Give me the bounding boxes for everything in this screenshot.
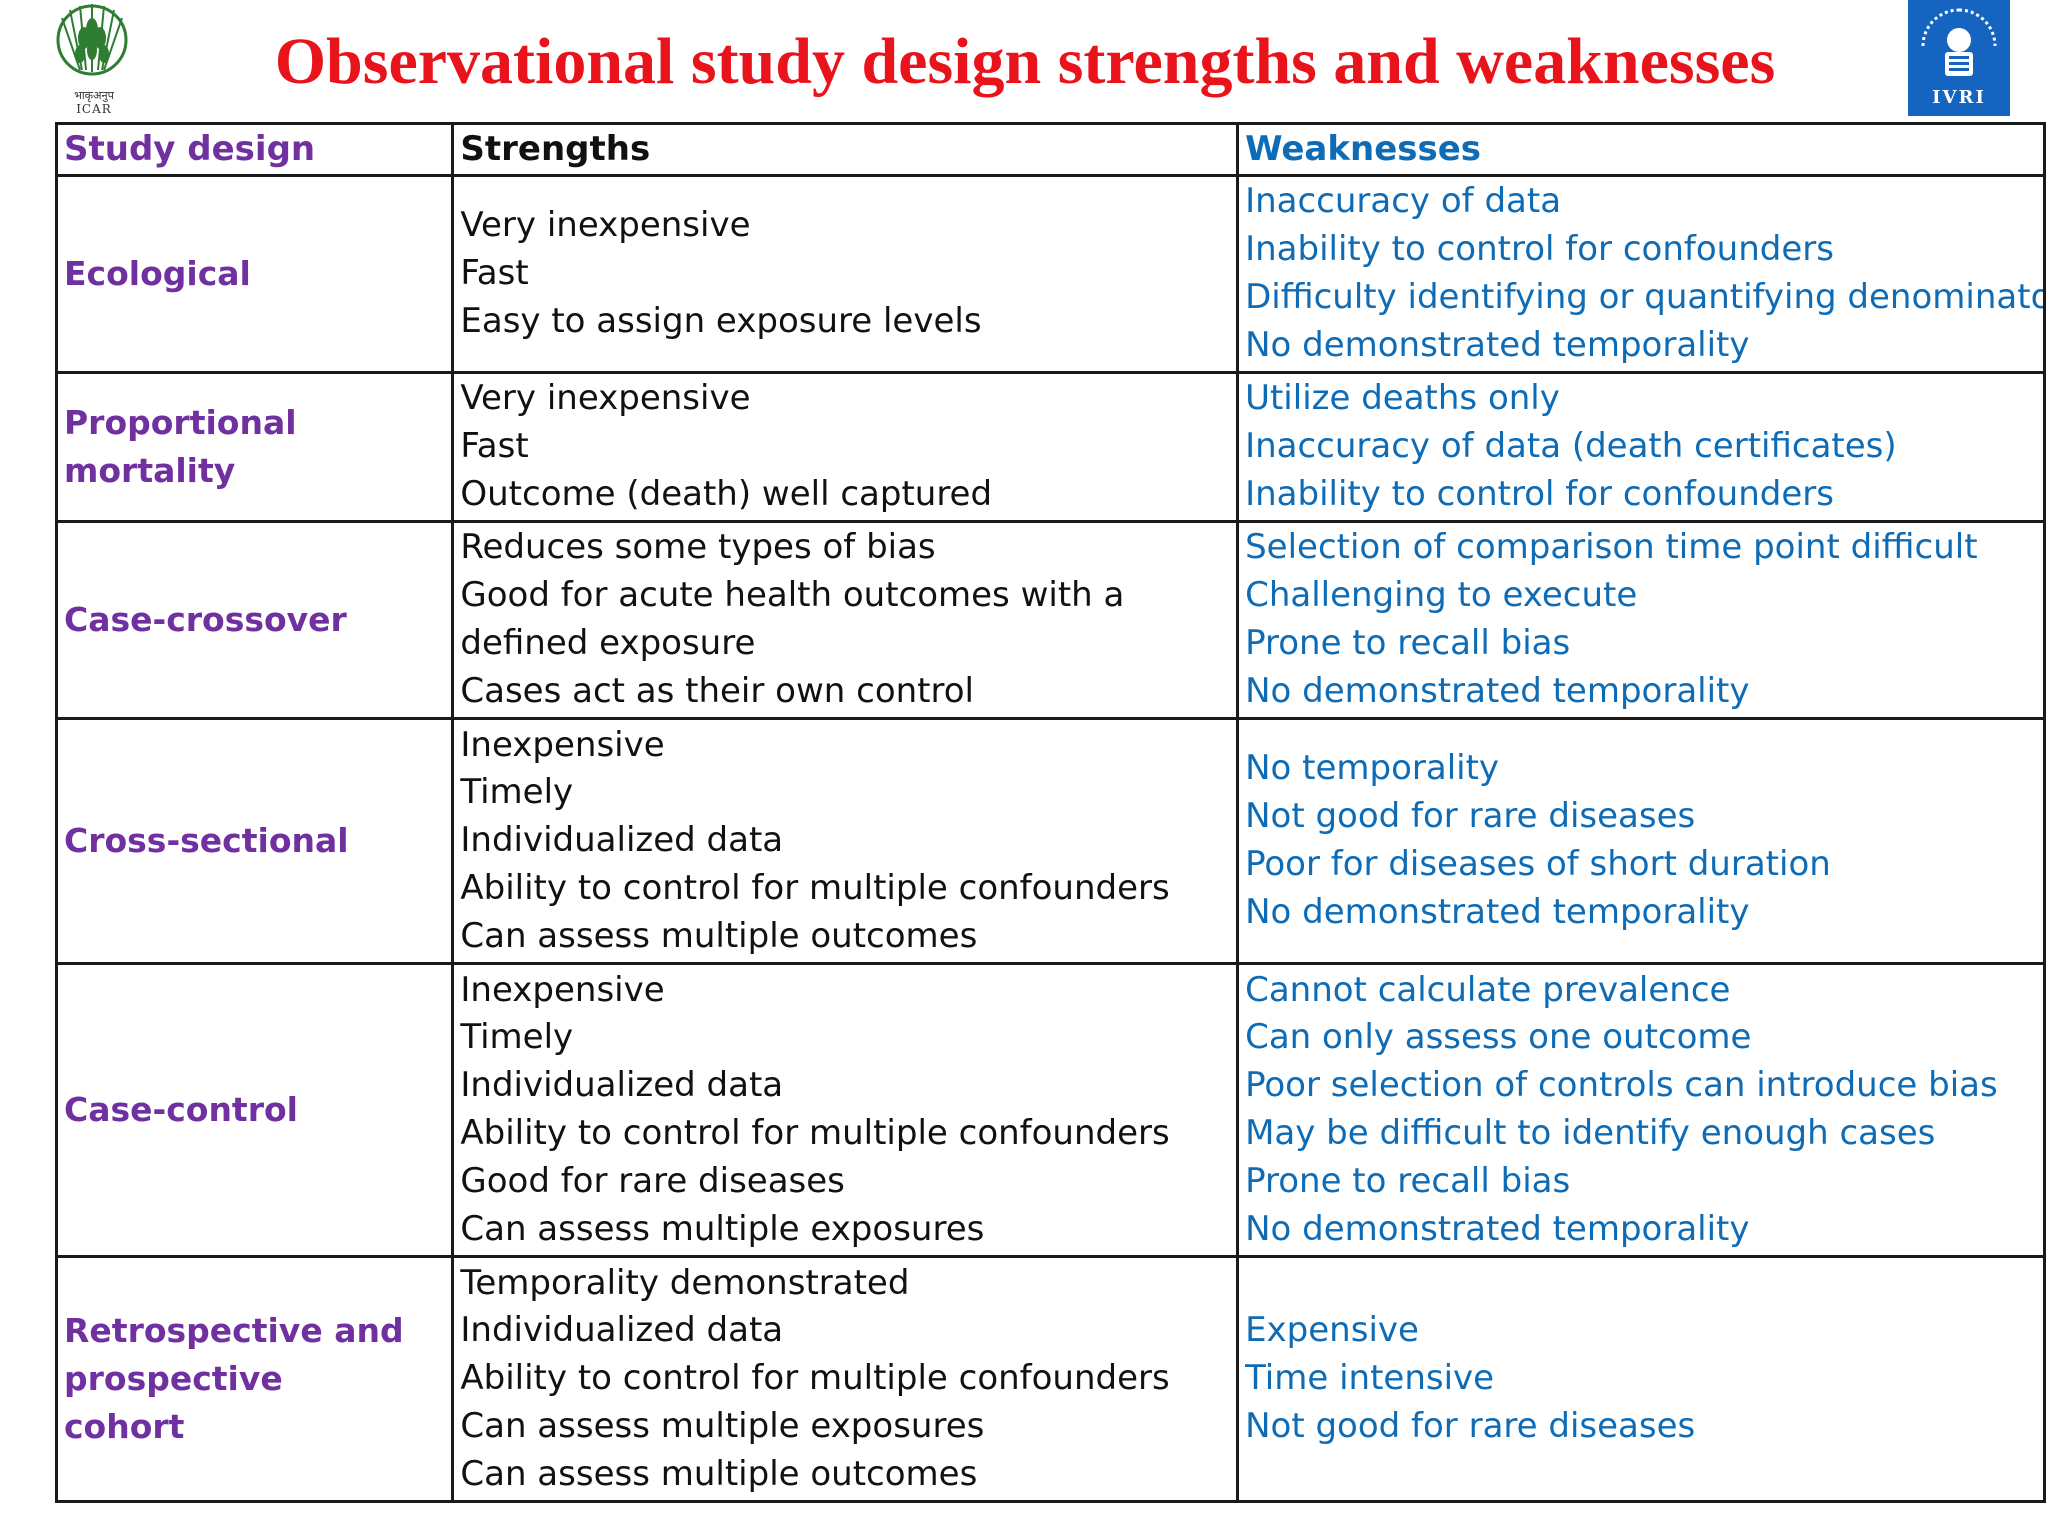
- header-weaknesses: Weaknesses: [1236, 122, 2046, 177]
- strength-item: Can assess multiple outcomes: [460, 1453, 978, 1494]
- strength-item: Very inexpensive: [460, 378, 751, 419]
- ivri-logo: IVRI: [1908, 0, 2010, 116]
- weakness-item: May be difficult to identify enough case…: [1245, 1113, 1936, 1153]
- weakness-item: No demonstrated temporality: [1245, 891, 1750, 932]
- strengths-cell: Inexpensive Timely Individualized data A…: [451, 717, 1240, 965]
- study-design-cell: Retrospective and prospective cohort: [54, 1255, 455, 1503]
- page-title: Observational study design strengths and…: [274, 25, 1776, 98]
- weakness-item: Prone to recall bias: [1245, 1160, 1571, 1201]
- weakness-item: Utilize deaths only: [1245, 378, 1560, 419]
- weaknesses-cell: Cannot calculate prevalence Can only ass…: [1236, 962, 2046, 1258]
- header-strengths: Strengths: [451, 122, 1240, 177]
- weakness-item: Expensive: [1245, 1310, 1419, 1351]
- strength-item: Good for rare diseases: [460, 1160, 845, 1201]
- weakness-item: Inaccuracy of data: [1245, 181, 1562, 222]
- weakness-item: Inaccuracy of data (death certificates): [1245, 426, 1897, 467]
- weakness-item: Difficulty identifying or quantifying de…: [1245, 277, 2045, 317]
- weakness-item: Not good for rare diseases: [1245, 796, 1696, 837]
- strength-item: Timely: [460, 772, 574, 813]
- study-design-cell: Cross-sectional: [54, 717, 455, 965]
- strength-item: Very inexpensive: [460, 205, 751, 246]
- weakness-item: Can only assess one outcome: [1245, 1017, 1752, 1058]
- strengths-cell: Temporality demonstrated Individualized …: [451, 1255, 1240, 1503]
- strengths-cell: Inexpensive Timely Individualized data A…: [451, 962, 1240, 1258]
- strength-item: Outcome (death) well captured: [460, 473, 993, 514]
- strength-item: Timely: [460, 1017, 574, 1058]
- strength-item: Temporality demonstrated: [460, 1262, 910, 1303]
- study-design-name: Proportional mortality: [64, 403, 297, 490]
- icar-label: ICAR: [76, 102, 112, 116]
- study-design-name: Retrospective and prospective cohort: [64, 1311, 404, 1446]
- weakness-item: No temporality: [1245, 748, 1500, 789]
- study-design-cell: Case-crossover: [54, 520, 455, 720]
- table-header-row: Study design Strengths Weaknesses: [54, 122, 2046, 177]
- study-design-table: Study design Strengths Weaknesses Ecolog…: [54, 122, 2046, 1503]
- weaknesses-cell: Expensive Time intensive Not good for ra…: [1236, 1255, 2046, 1503]
- study-design-name: Case-crossover: [64, 600, 347, 640]
- strength-item: Cases act as their own control: [460, 670, 974, 711]
- weakness-item: Inability to control for confounders: [1245, 229, 1834, 270]
- strength-item: Reduces some types of bias: [460, 527, 936, 568]
- study-design-cell: Ecological: [54, 174, 455, 374]
- strength-item: Ability to control for multiple confound…: [460, 867, 1170, 908]
- study-design-name: Ecological: [64, 254, 251, 294]
- strengths-cell: Reduces some types of bias Good for acut…: [451, 520, 1240, 720]
- weakness-item: No demonstrated temporality: [1245, 670, 1750, 711]
- table-row: Case-control Inexpensive Timely Individu…: [54, 962, 2046, 1258]
- weakness-item: Poor selection of controls can introduce…: [1245, 1065, 1998, 1106]
- icar-hindi-label: भाकृअनुप: [74, 89, 114, 102]
- weaknesses-cell: Selection of comparison time point diffi…: [1236, 520, 2046, 720]
- weaknesses-cell: Utilize deaths only Inaccuracy of data (…: [1236, 371, 2046, 523]
- icar-logo: भाकृअनुप ICAR: [40, 0, 152, 118]
- strength-item: Ability to control for multiple confound…: [460, 1358, 1170, 1399]
- strengths-cell: Very inexpensive Fast Outcome (death) we…: [451, 371, 1240, 523]
- table-row: Cross-sectional Inexpensive Timely Indiv…: [54, 717, 2046, 965]
- strength-item: Can assess multiple outcomes: [460, 915, 978, 956]
- study-design-name: Case-control: [64, 1090, 298, 1130]
- weakness-item: Challenging to execute: [1245, 575, 1638, 616]
- strength-item: Can assess multiple exposures: [460, 1405, 985, 1446]
- weakness-item: Poor for diseases of short duration: [1245, 844, 1831, 884]
- study-design-cell: Case-control: [54, 962, 455, 1258]
- ivri-label: IVRI: [1932, 87, 1986, 108]
- strength-item: Inexpensive: [460, 969, 665, 1010]
- weakness-item: Time intensive: [1245, 1358, 1495, 1399]
- strength-item: Easy to assign exposure levels: [460, 300, 982, 341]
- strength-item: Can assess multiple exposures: [460, 1208, 985, 1249]
- table-row: Retrospective and prospective cohort Tem…: [54, 1255, 2046, 1503]
- weakness-item: Inability to control for confounders: [1245, 473, 1834, 514]
- strength-item: Individualized data: [460, 1310, 784, 1351]
- weakness-item: No demonstrated temporality: [1245, 324, 1750, 365]
- strength-item: Fast: [460, 253, 529, 294]
- weakness-item: Selection of comparison time point diffi…: [1245, 527, 1978, 568]
- header-study-design: Study design: [54, 122, 455, 177]
- table-row: Case-crossover Reduces some types of bia…: [54, 520, 2046, 720]
- strengths-cell: Very inexpensive Fast Easy to assign exp…: [451, 174, 1240, 374]
- icar-wheat-emblem-icon: [56, 4, 128, 76]
- table-row: Ecological Very inexpensive Fast Easy to…: [54, 174, 2046, 374]
- weaknesses-cell: Inaccuracy of data Inability to control …: [1236, 174, 2046, 374]
- strength-item: Individualized data: [460, 820, 784, 861]
- weaknesses-cell: No temporality Not good for rare disease…: [1236, 717, 2046, 965]
- strength-item: Good for acute health outcomes with a de…: [460, 575, 1125, 663]
- strength-item: Inexpensive: [460, 724, 665, 765]
- table-row: Proportional mortality Very inexpensive …: [54, 371, 2046, 523]
- weakness-item: Prone to recall bias: [1245, 623, 1571, 663]
- weakness-item: Cannot calculate prevalence: [1245, 969, 1731, 1010]
- study-design-cell: Proportional mortality: [54, 371, 455, 523]
- strength-item: Fast: [460, 426, 529, 467]
- strength-item: Ability to control for multiple confound…: [460, 1113, 1170, 1153]
- weakness-item: No demonstrated temporality: [1245, 1208, 1750, 1249]
- ivri-emblem-icon: [1908, 0, 2010, 116]
- study-design-name: Cross-sectional: [64, 821, 349, 861]
- weakness-item: Not good for rare diseases: [1245, 1405, 1696, 1446]
- strength-item: Individualized data: [460, 1065, 784, 1106]
